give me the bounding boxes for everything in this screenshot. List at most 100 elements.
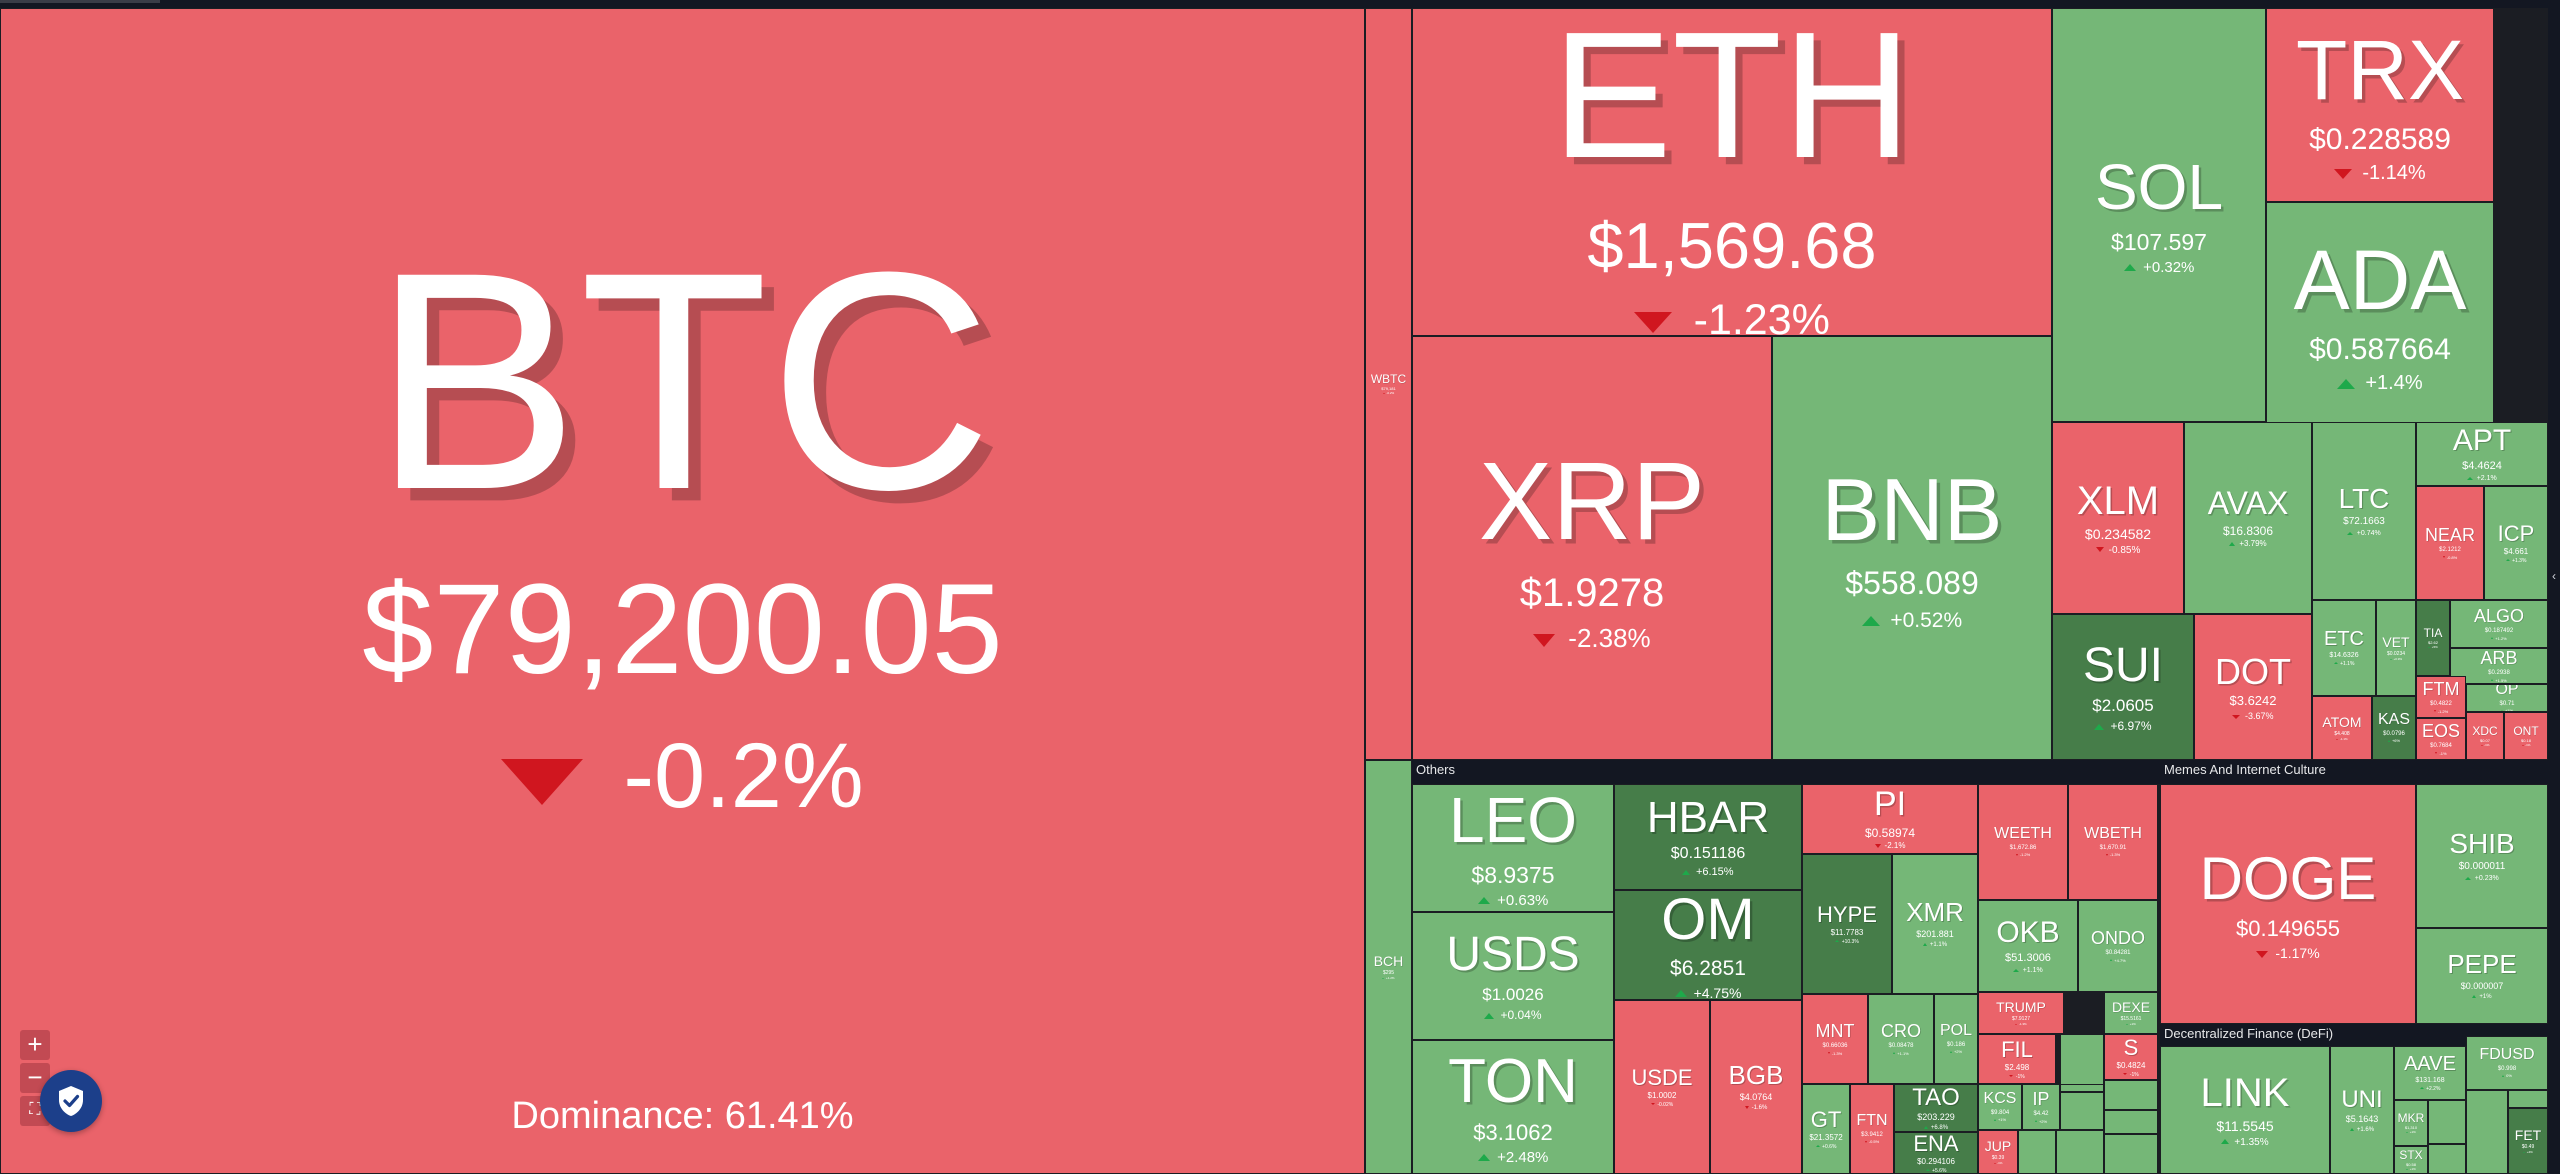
heatmap-tile-kas[interactable]: KAS $0.0796 +6% [2372, 696, 2416, 760]
heatmap-tile-link[interactable]: LINK $11.5545 +1.35% [2160, 1046, 2330, 1174]
heatmap-tile-xlm[interactable]: XLM $0.234582 -0.85% [2052, 422, 2184, 614]
heatmap-tile-ont[interactable]: ONT $0.18 -1% [2504, 712, 2548, 760]
heatmap-tile-ftn[interactable]: FTN $3.9412 -0.5% [1850, 1084, 1894, 1174]
heatmap-tile-s[interactable]: S $0.4824 -1% [2104, 1034, 2158, 1080]
tile-symbol: BCH [1373, 952, 1404, 969]
tile-symbol: BGB [1728, 1060, 1784, 1091]
heatmap-tile-dot[interactable]: DOT $3.6242 -3.67% [2194, 614, 2312, 760]
tile-change-value: -0.5% [1868, 1139, 1880, 1145]
heatmap-tile-minor[interactable] [2158, 900, 2160, 992]
heatmap-tile-ftm[interactable]: FTM $0.4822 -1.2% [2416, 676, 2466, 718]
heatmap-tile-arb[interactable]: ARB $0.2938 +1.5% [2450, 648, 2548, 684]
heatmap-tile-avax[interactable]: AVAX $16.8306 +3.79% [2184, 422, 2312, 614]
heatmap-tile-mnt[interactable]: MNT $0.66036 -1.3% [1802, 994, 1868, 1084]
heatmap-tile-wbtc[interactable]: WBTC $79,181 -0.2% [1365, 8, 1412, 760]
heatmap-tile-btc[interactable]: BTC $79,200.05 -0.2% [0, 8, 1365, 1174]
heatmap-tile-algo[interactable]: ALGO $0.187492 +1.2% [2450, 600, 2548, 648]
heatmap-tile-fil[interactable]: FIL $2.498 -1% [1978, 1034, 2056, 1084]
heatmap-tile-om[interactable]: OM $6.2851 +4.75% [1614, 890, 1802, 1000]
tile-change: +4.7% [2110, 958, 2126, 963]
heatmap-tile-minor[interactable] [2056, 1130, 2104, 1174]
heatmap-tile-pepe[interactable]: PEPE $0.000007 +1% [2416, 928, 2548, 1024]
heatmap-tile-minor[interactable] [2466, 1090, 2508, 1174]
tile-symbol: APT [2452, 424, 2512, 458]
heatmap-tile-minor[interactable] [2104, 1080, 2158, 1110]
heatmap-tile-vet[interactable]: VET $0.0234 +0.9% [2376, 600, 2416, 696]
heatmap-tile-tia[interactable]: TIA $2.62 +5% [2416, 600, 2450, 676]
heatmap-tile-usde[interactable]: USDE $1.0002 -0.02% [1614, 1000, 1710, 1174]
tile-change-value: 0% [2506, 1073, 2512, 1079]
heatmap-tile-minor[interactable] [2508, 1090, 2548, 1108]
tile-price: $1,310 [2404, 1124, 2418, 1130]
heatmap-tile-minor[interactable] [2104, 1134, 2158, 1174]
tile-price: $3.1062 [1473, 1119, 1553, 1145]
heatmap-tile-minor[interactable] [2104, 1110, 2158, 1134]
heatmap-tile-xrp[interactable]: XRP $1.9278 -2.38% [1412, 336, 1772, 760]
heatmap-tile-jup[interactable]: JUP $0.39 -1% [1978, 1130, 2018, 1174]
section-label-others[interactable]: Others [1412, 760, 2160, 784]
heatmap-tile-near[interactable]: NEAR $2.1212 -0.8% [2416, 486, 2484, 600]
heatmap-tile-doge[interactable]: DOGE $0.149655 -1.17% [2160, 784, 2416, 1024]
heatmap-tile-fet[interactable]: FET $0.49 +4% [2508, 1108, 2548, 1174]
tile-price: $0.186 [1946, 1042, 1966, 1049]
heatmap-tile-weeth[interactable]: WEETH $1,672.86 -1.2% [1978, 784, 2068, 900]
heatmap-tile-kcs[interactable]: KCS $9.804 +1% [1978, 1084, 2022, 1130]
heatmap-tile-aave[interactable]: AAVE $131.168 +2.2% [2394, 1046, 2466, 1100]
shield-check-icon[interactable] [40, 1070, 102, 1132]
heatmap-tile-gt[interactable]: GT $21.3572 +0.6% [1802, 1084, 1850, 1174]
heatmap-tile-hype[interactable]: HYPE $11.7783 +10.3% [1802, 854, 1892, 994]
heatmap-tile-leo[interactable]: LEO $8.9375 +0.63% [1412, 784, 1614, 912]
heatmap-tile-minor[interactable] [2060, 1092, 2104, 1130]
heatmap-tile-atom[interactable]: ATOM $4.408 -1.1% [2312, 696, 2372, 760]
up-arrow-icon [2389, 658, 2392, 660]
heatmap-tile-cro[interactable]: CRO $0.08478 +1.1% [1868, 994, 1934, 1084]
heatmap-tile-etc[interactable]: ETC $14.6326 +1.1% [2312, 600, 2376, 696]
heatmap-tile-ada[interactable]: ADA $0.587664 +1.4% [2266, 202, 2494, 428]
heatmap-tile-pol[interactable]: POL $0.186 +2% [1934, 994, 1978, 1084]
up-arrow-icon [2491, 679, 2494, 682]
heatmap-tile-bnb[interactable]: BNB $558.089 +0.52% [1772, 336, 2052, 760]
heatmap-tile-uni[interactable]: UNI $5.1643 +1.6% [2330, 1046, 2394, 1174]
heatmap-tile-wbeth[interactable]: WBETH $1,670.91 -1.3% [2068, 784, 2158, 900]
heatmap-tile-fdusd[interactable]: FDUSD $0.998 0% [2466, 1036, 2548, 1090]
section-label-memes[interactable]: Memes And Internet Culture [2160, 760, 2548, 784]
heatmap-tile-dexe[interactable]: DEXE $15.5161 +1% [2104, 992, 2158, 1034]
heatmap-tile-minor[interactable] [2018, 1130, 2056, 1174]
heatmap-tile-mkr[interactable]: MKR $1,310 +1% [2394, 1100, 2428, 1146]
heatmap-tile-pi[interactable]: PI $0.58974 -2.1% [1802, 784, 1978, 854]
heatmap-tile-ip[interactable]: IP $4.42 +2% [2022, 1084, 2060, 1130]
heatmap-tile-shib[interactable]: SHIB $0.000011 +0.23% [2416, 784, 2548, 928]
heatmap-tile-trump[interactable]: TRUMP $7.9127 -1.3% [1978, 992, 2064, 1034]
heatmap-tile-minor[interactable] [2428, 1100, 2466, 1144]
heatmap-tile-tao[interactable]: TAO $203.229 +6.8% [1894, 1084, 1978, 1132]
heatmap-tile-apt[interactable]: APT $4.4624 +2.1% [2416, 422, 2548, 486]
chevron-left-icon[interactable]: ‹ [2552, 569, 2556, 583]
tile-price: $1,569.68 [1587, 208, 1877, 282]
heatmap-tile-hbar[interactable]: HBAR $0.151186 +6.15% [1614, 784, 1802, 890]
heatmap-tile-bgb[interactable]: BGB $4.0764 -1.6% [1710, 1000, 1802, 1174]
tile-change-value: +4% [2526, 1149, 2533, 1154]
heatmap-tile-ena[interactable]: ENA $0.294106 +5.6% [1894, 1132, 1978, 1174]
zoom-in-button[interactable]: + [20, 1030, 50, 1060]
heatmap-tile-sol[interactable]: SOL $107.597 +0.32% [2052, 8, 2266, 422]
heatmap-tile-bch[interactable]: BCH $295 +1.2% [1365, 760, 1412, 1174]
heatmap-tile-ton[interactable]: TON $3.1062 +2.48% [1412, 1040, 1614, 1174]
heatmap-tile-okb[interactable]: OKB $51.3006 +1.1% [1978, 900, 2078, 992]
heatmap-tile-stx[interactable]: STX $0.58 +1% [2394, 1146, 2428, 1174]
heatmap-tile-icp[interactable]: ICP $4.661 +1.3% [2484, 486, 2548, 600]
tile-change: -1% [2435, 751, 2447, 756]
heatmap-tile-minor[interactable] [2428, 1144, 2466, 1174]
heatmap-tile-ltc[interactable]: LTC $72.1663 +0.74% [2312, 422, 2416, 600]
heatmap-tile-sui[interactable]: SUI $2.0605 +6.97% [2052, 614, 2194, 760]
heatmap-tile-eth[interactable]: ETH $1,569.68 -1.23% [1412, 8, 2052, 336]
heatmap-tile-op[interactable]: OP $0.71 +1% [2466, 684, 2548, 712]
heatmap-tile-minor[interactable] [2060, 1084, 2104, 1092]
tile-change-value: +4.75% [1693, 984, 1742, 1000]
down-arrow-icon [1864, 1141, 1867, 1144]
heatmap-tile-usds[interactable]: USDS $1.0026 +0.04% [1412, 912, 1614, 1040]
heatmap-tile-eos[interactable]: EOS $0.7684 -1% [2416, 718, 2466, 760]
heatmap-tile-xdc[interactable]: XDC $0.07 -1% [2466, 712, 2504, 760]
heatmap-tile-xmr[interactable]: XMR $201.881 +1.1% [1892, 854, 1978, 994]
heatmap-tile-trx[interactable]: TRX $0.228589 -1.14% [2266, 8, 2494, 202]
heatmap-tile-ondo[interactable]: ONDO $0.84281 +4.7% [2078, 900, 2158, 992]
